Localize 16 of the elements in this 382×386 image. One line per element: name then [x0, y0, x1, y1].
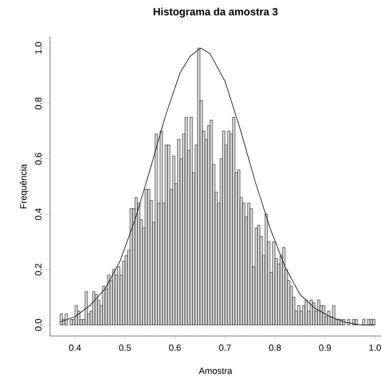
y-axis-title: Frequência	[20, 164, 28, 208]
x-tick-label: 0.4	[69, 344, 81, 351]
x-tick-label: 0.5	[119, 344, 131, 351]
y-tick-label: 0.8	[35, 98, 42, 110]
y-tick-label: 0.4	[35, 208, 42, 220]
y-tick-label: 0.0	[35, 319, 42, 331]
y-tick-label: 0.6	[35, 152, 42, 165]
x-axis-title: Amostra	[198, 368, 232, 374]
x-tick-label: 0.7	[219, 344, 231, 351]
x-tick-label: 0.6	[169, 344, 181, 351]
chart-title: Histograma da amostra 3	[154, 8, 278, 18]
x-tick-label: 0.8	[269, 344, 281, 351]
y-tick-label: 1.0	[35, 42, 42, 54]
x-tick-label: 0.9	[319, 344, 331, 351]
x-tick-label: 1.0	[369, 344, 381, 351]
y-tick-label: 0.2	[35, 264, 42, 276]
